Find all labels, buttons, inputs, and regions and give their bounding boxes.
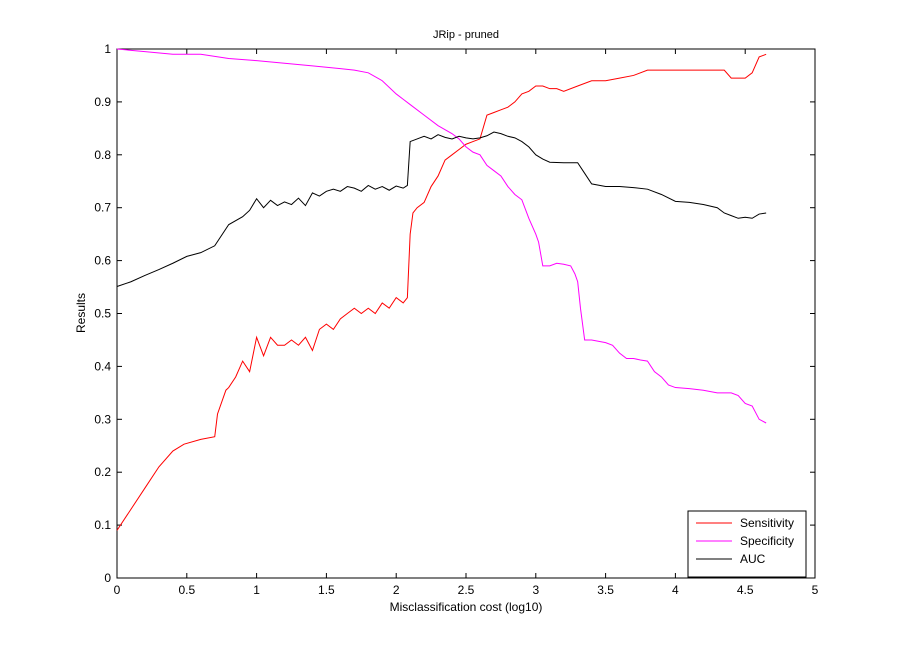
legend-label-specificity: Specificity — [740, 534, 794, 548]
chart-title: JRip - pruned — [433, 29, 499, 41]
y-tick-label: 0.8 — [94, 148, 111, 162]
y-tick-label: 0.3 — [94, 412, 111, 426]
x-tick-label: 1.5 — [318, 583, 335, 597]
x-axis-label: Misclassification cost (log10) — [390, 600, 543, 614]
x-tick-label: 2.5 — [458, 583, 475, 597]
y-tick-label: 0.1 — [94, 518, 111, 532]
sensitivity-line — [116, 53, 767, 531]
y-tick-label: 0.4 — [94, 359, 111, 373]
x-tick-label: 0.5 — [178, 583, 195, 597]
specificity-line — [116, 48, 767, 424]
y-tick-label: 1 — [104, 42, 111, 56]
x-tick-label: 2 — [393, 583, 400, 597]
legend-label-sensitivity: Sensitivity — [740, 516, 794, 530]
y-tick-label: 0 — [104, 571, 111, 585]
plot-frame — [116, 48, 816, 579]
y-axis-label: Results — [74, 293, 88, 333]
y-tick-label: 0.5 — [94, 307, 111, 321]
x-tick-label: 1 — [253, 583, 260, 597]
y-tick-label: 0.2 — [94, 465, 111, 479]
x-tick-label: 4.5 — [737, 583, 754, 597]
x-tick-label: 3 — [532, 583, 539, 597]
y-tick-label: 0.7 — [94, 201, 111, 215]
x-tick-label: 4 — [672, 583, 679, 597]
y-tick-label: 0.6 — [94, 254, 111, 268]
plot-area: 0 0.5 1 1.5 2 2.5 3 3.5 4 4.5 5 0 0.1 0.2 0.3 0.4 0.5 0.6… — [94, 42, 818, 597]
legend-box — [687, 510, 807, 578]
legend: Sensitivity Specificity AUC — [687, 510, 807, 578]
auc-line — [116, 131, 767, 287]
x-tick-label: 0 — [114, 583, 121, 597]
x-tick-label: 3.5 — [597, 583, 614, 597]
legend-label-auc: AUC — [740, 552, 766, 566]
y-tick-label: 0.9 — [94, 95, 111, 109]
x-tick-label: 5 — [812, 583, 819, 597]
